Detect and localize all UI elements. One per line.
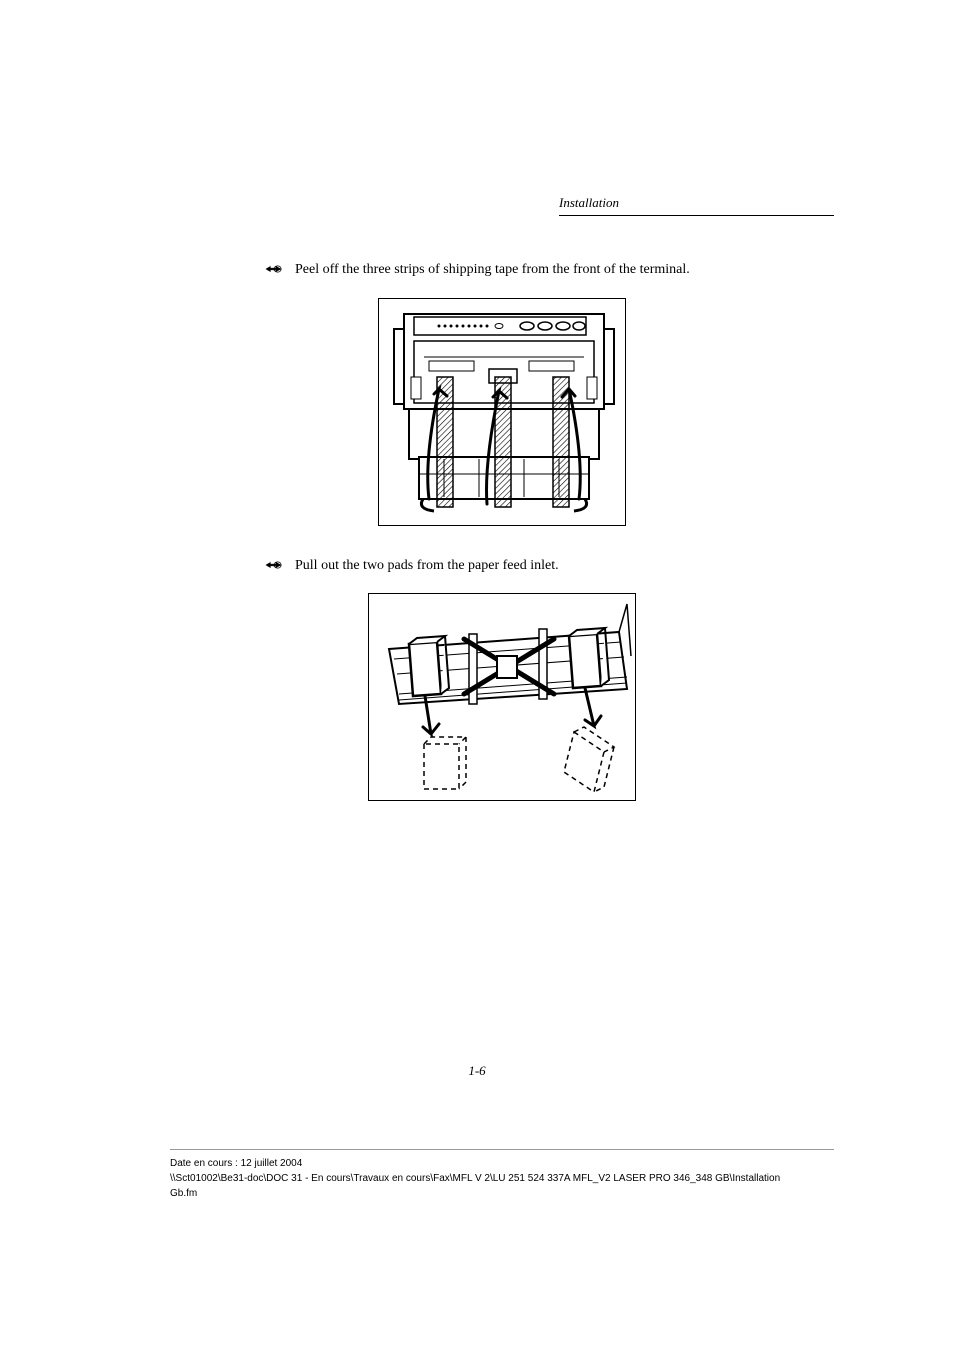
figure-1-box — [378, 298, 626, 526]
terminal-front-illustration — [379, 299, 627, 527]
header-region: Installation — [559, 195, 834, 216]
hand-pointer-icon — [265, 262, 283, 276]
content-region: Peel off the three strips of shipping ta… — [170, 260, 834, 801]
footer-path: \\Sct01002\Be31-doc\DOC 31 - En cours\Tr… — [170, 1171, 834, 1186]
hand-pointer-icon — [265, 558, 283, 572]
footer-file: Gb.fm — [170, 1186, 834, 1201]
header-rule — [559, 215, 834, 216]
page-container: Installation Peel off the three strips o… — [0, 0, 954, 1351]
step-2-text: Pull out the two pads from the paper fee… — [295, 556, 559, 576]
step-1-text: Peel off the three strips of shipping ta… — [295, 260, 690, 280]
paper-feed-illustration — [369, 594, 637, 802]
step-2: Pull out the two pads from the paper fee… — [265, 556, 834, 576]
footer-date: Date en cours : 12 juillet 2004 — [170, 1156, 834, 1171]
footer-region: Date en cours : 12 juillet 2004 \\Sct010… — [170, 1149, 834, 1201]
figure-2 — [170, 593, 834, 801]
figure-2-box — [368, 593, 636, 801]
header-section-title: Installation — [559, 195, 834, 215]
step-1: Peel off the three strips of shipping ta… — [265, 260, 834, 280]
figure-1 — [170, 298, 834, 526]
page-number: 1-6 — [468, 1063, 485, 1079]
